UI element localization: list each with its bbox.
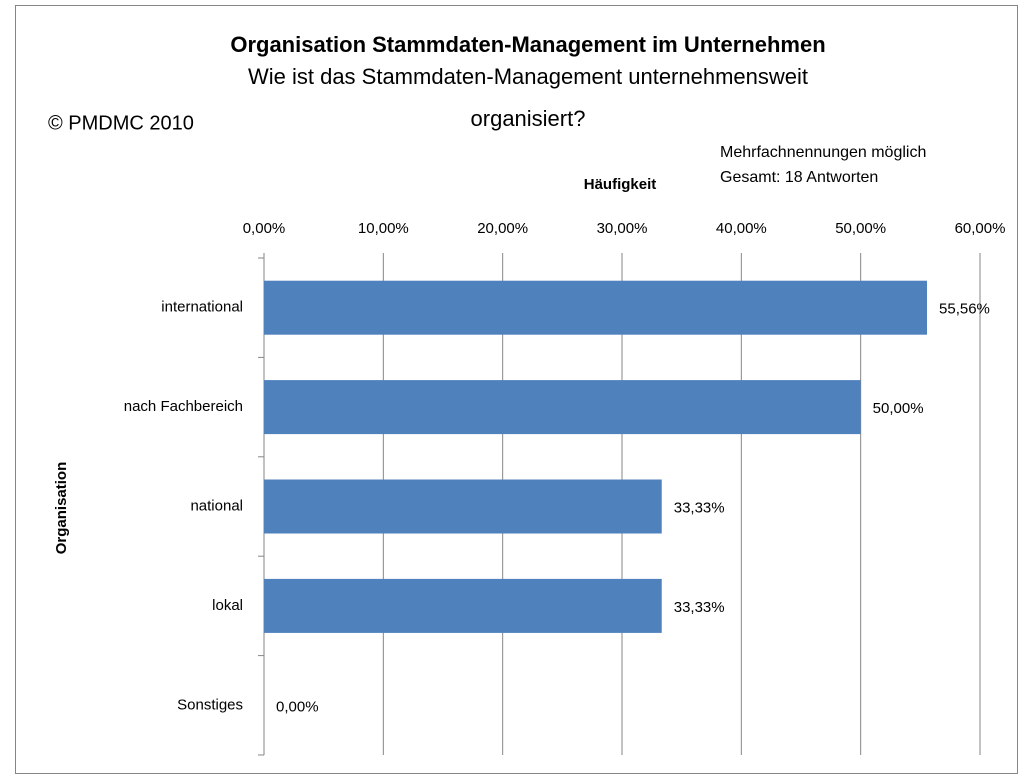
chart-title: Organisation Stammdaten-Management im Un… [230, 32, 825, 57]
x-tick-label: 20,00% [477, 220, 528, 237]
note: Gesamt: 18 Antworten [720, 169, 878, 186]
value-label: 0,00% [276, 698, 319, 715]
copyright: © PMDMC 2010 [48, 112, 194, 134]
x-tick-label: 50,00% [835, 220, 886, 237]
y-tick-label: nach Fachbereich [124, 398, 243, 415]
x-axis-label: Häufigkeit [584, 176, 657, 193]
y-tick-label: lokal [212, 597, 243, 614]
x-tick-label: 30,00% [597, 220, 648, 237]
x-tick-label: 0,00% [243, 220, 286, 237]
y-tick-label: Sonstiges [177, 696, 243, 713]
bar [264, 380, 861, 435]
value-label: 33,33% [674, 599, 725, 616]
chart-subtitle: Wie ist das Stammdaten-Management untern… [248, 64, 808, 89]
bar [264, 479, 662, 534]
value-label: 33,33% [674, 499, 725, 516]
x-tick-label: 40,00% [716, 220, 767, 237]
note: Mehrfachnennungen möglich [720, 144, 926, 161]
chart-subtitle: organisiert? [471, 106, 586, 131]
value-label: 50,00% [873, 400, 924, 417]
value-label: 55,56% [939, 301, 990, 318]
x-tick-label: 10,00% [358, 220, 409, 237]
x-tick-label: 60,00% [955, 220, 1006, 237]
y-axis-label: Organisation [53, 462, 70, 555]
bar [264, 578, 662, 633]
bar [264, 280, 928, 335]
y-tick-label: national [190, 497, 243, 514]
y-tick-label: international [161, 299, 243, 316]
